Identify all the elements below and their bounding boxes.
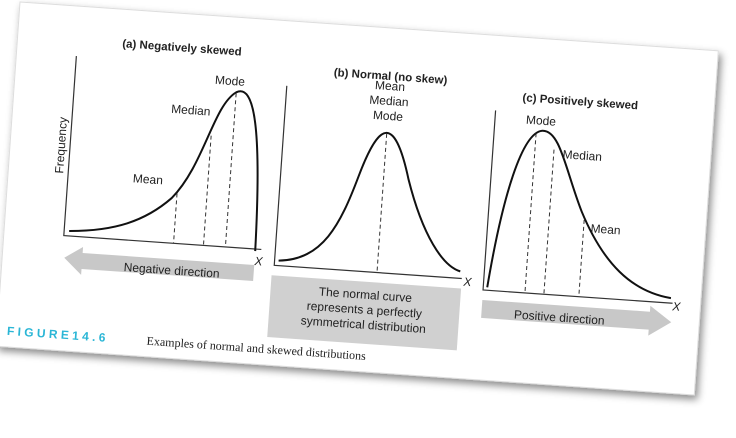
label: Mean	[132, 171, 163, 187]
negative-arrow	[64, 246, 255, 281]
median-line	[543, 149, 555, 295]
label: Mode	[215, 73, 246, 89]
note-line: The normal curve	[318, 285, 412, 306]
center-line	[376, 133, 388, 273]
axes	[482, 110, 673, 304]
figure-number: F I G U R E 1 4 . 6	[7, 324, 107, 345]
direction-label: Positive direction	[514, 307, 605, 327]
label: Median	[369, 93, 409, 110]
label: Mean	[375, 78, 406, 94]
note-box	[267, 275, 462, 351]
label: Median	[562, 147, 602, 164]
axes	[273, 85, 462, 280]
mode-line	[224, 93, 237, 247]
axes	[63, 56, 262, 251]
label: Mode	[526, 113, 557, 129]
x-label: X	[462, 275, 473, 290]
y-axis-label: Frequency	[52, 116, 70, 174]
mean-line	[578, 219, 585, 297]
curve	[278, 131, 461, 273]
median-line	[202, 135, 212, 246]
x-label: X	[253, 254, 264, 269]
label: Mean	[590, 221, 621, 237]
curve	[69, 90, 259, 252]
positive-arrow	[481, 299, 672, 336]
x-label: X	[671, 299, 682, 314]
paper-sheet	[0, 1, 719, 396]
direction-label: Negative direction	[123, 260, 220, 281]
label: Mode	[372, 108, 403, 124]
curve	[486, 129, 672, 300]
mode-line	[524, 133, 537, 293]
label: Median	[171, 102, 211, 119]
paper: (a) Negatively skewed (b) Normal (no ske…	[0, 1, 719, 396]
mean-line	[173, 193, 178, 244]
